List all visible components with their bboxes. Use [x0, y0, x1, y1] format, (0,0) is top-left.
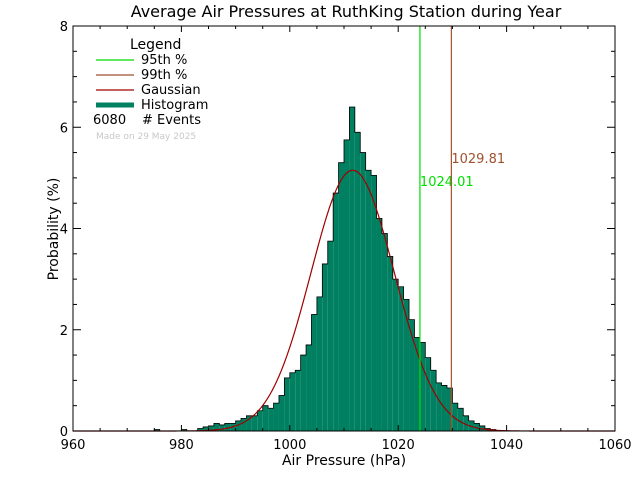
histogram-bar: [235, 420, 242, 431]
histogram-bar: [268, 408, 274, 431]
events-label: # Events: [142, 113, 201, 128]
histogram-bar: [381, 233, 388, 431]
histogram-bar: [322, 263, 328, 431]
histogram-bar: [376, 218, 382, 431]
legend-label: 95th %: [141, 53, 187, 68]
histogram-bar: [257, 410, 263, 431]
percentile-lines: 1024.01 1029.81: [419, 26, 505, 431]
y-tick-label: 2: [60, 324, 68, 339]
histogram-bar: [457, 408, 464, 431]
histogram-bar: [273, 403, 279, 431]
histogram-bar: [219, 424, 225, 431]
histogram-bar: [338, 162, 344, 431]
histogram-bar: [392, 279, 399, 431]
histogram-bar: [203, 426, 209, 431]
histogram-bar: [262, 405, 269, 431]
histogram-bar: [349, 107, 355, 431]
chart-title: Average Air Pressures at RuthKing Statio…: [131, 2, 562, 21]
histogram-bar: [316, 296, 323, 431]
histogram-bar: [398, 286, 404, 431]
histogram-bar: [474, 423, 480, 431]
made-on-footnote: Made on 29 May 2025: [96, 132, 196, 142]
x-tick-label: 1040: [490, 438, 523, 453]
y-tick-label: 6: [60, 121, 68, 136]
histogram-bar: [213, 423, 220, 431]
histogram-bar: [327, 241, 334, 431]
histogram-bars: [153, 106, 497, 431]
legend-label: Gaussian: [141, 83, 201, 98]
histogram-bar: [387, 256, 393, 431]
histogram-bar: [251, 415, 258, 431]
y-tick-label: 0: [60, 425, 68, 440]
y-tick-label: 4: [60, 223, 68, 238]
histogram-bar: [425, 357, 431, 431]
histogram-bar: [344, 139, 350, 431]
histogram-bar: [241, 418, 247, 431]
histogram-bar: [224, 423, 231, 431]
histogram-bar: [371, 175, 377, 431]
x-axis-label: Air Pressure (hPa): [282, 453, 406, 469]
x-tick-label: 960: [61, 438, 86, 453]
histogram-bar: [403, 299, 410, 431]
events-count: 6080: [93, 113, 126, 128]
percentile-label: 1024.01: [420, 175, 474, 190]
axis-ticks: 960 980 1000 1020 1040 1060 0 2 4 6 8: [60, 20, 632, 453]
histogram-bar: [430, 370, 437, 431]
histogram-bar: [306, 344, 312, 431]
histogram-bar: [446, 387, 453, 431]
x-tick-label: 1000: [273, 438, 306, 453]
histogram-bar: [311, 314, 317, 431]
histogram-bar: [181, 429, 187, 431]
legend-label: 99th %: [141, 68, 187, 83]
histogram-bar: [419, 342, 426, 431]
percentile-label: 1029.81: [451, 152, 505, 167]
histogram-bar: [289, 372, 296, 431]
histogram-bar: [360, 152, 366, 431]
histogram-bar: [278, 395, 285, 431]
histogram-bar: [436, 382, 442, 431]
x-tick-label: 1060: [598, 438, 631, 453]
y-axis-label: Probability (%): [46, 178, 62, 281]
y-tick-label: 8: [60, 20, 68, 35]
histogram-bar: [354, 132, 361, 431]
histogram-bar: [365, 170, 372, 431]
histogram-bar: [295, 370, 301, 431]
histogram-bar: [208, 425, 214, 431]
legend-title: Legend: [130, 37, 181, 53]
histogram-bar: [409, 319, 415, 431]
legend-label: Histogram: [141, 98, 208, 113]
histogram-bar: [284, 377, 290, 431]
histogram-bar: [333, 193, 339, 431]
histogram-bar: [414, 337, 420, 431]
x-tick-label: 980: [169, 438, 194, 453]
histogram-bar: [197, 428, 204, 431]
histogram-bar: [246, 415, 252, 431]
histogram-bar: [463, 415, 469, 431]
histogram-bar: [452, 403, 458, 431]
x-tick-label: 1020: [382, 438, 415, 453]
histogram-bar: [300, 355, 307, 431]
histogram-bar: [154, 429, 160, 431]
